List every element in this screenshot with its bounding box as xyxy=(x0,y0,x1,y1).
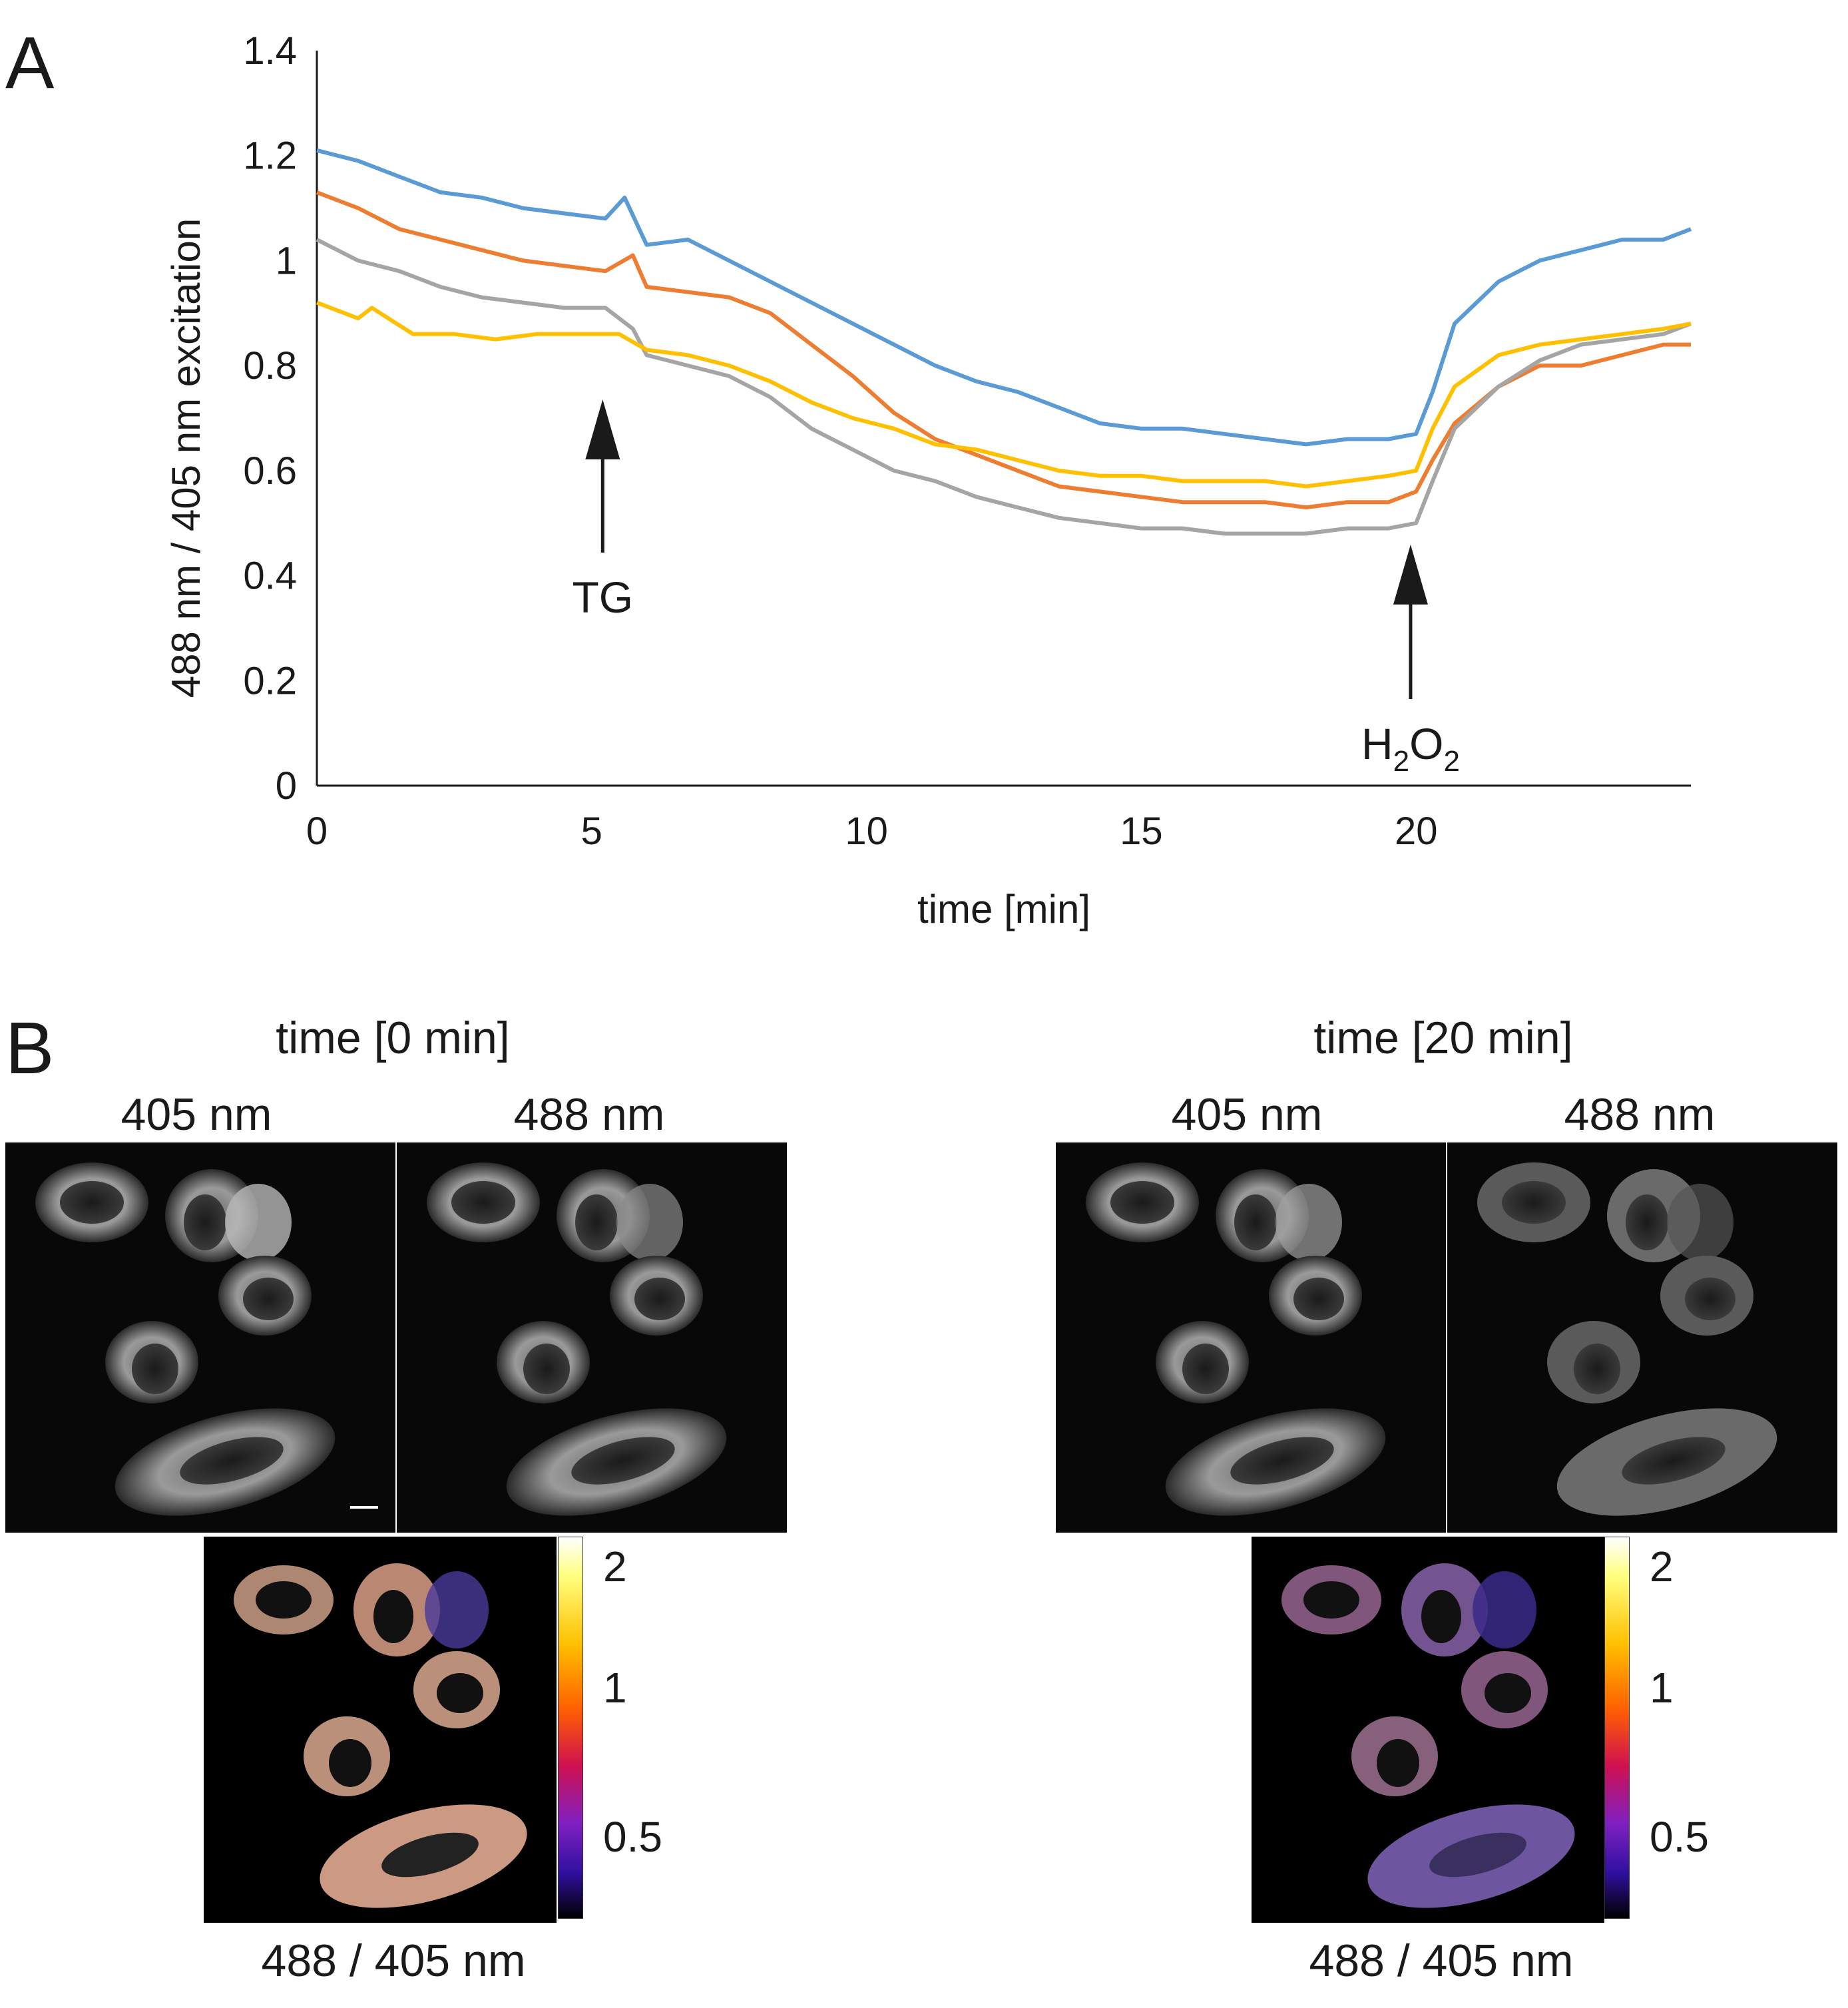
chart-series xyxy=(316,148,1692,536)
colorbar-t0-tick-1: 1 xyxy=(603,1664,627,1712)
x-axis-title: time [min] xyxy=(917,887,1090,931)
micrograph-488-t0 xyxy=(397,1142,787,1533)
cells-image-488-t0 xyxy=(427,1162,727,1516)
group-1-ratio-label: 488 / 405 nm xyxy=(1309,1935,1574,1986)
tg-arrow-head xyxy=(585,399,620,459)
colorbar-t20-tick-0-5: 0.5 xyxy=(1650,1813,1709,1861)
group-1-right-label: 488 nm xyxy=(1564,1089,1716,1140)
series-line-1 xyxy=(316,190,1691,510)
y-tick-label: 0.4 xyxy=(243,555,297,598)
x-tick-label: 20 xyxy=(1395,810,1438,853)
chart-annotations: TG H2O2 xyxy=(572,399,1460,778)
micrograph-405-t0 xyxy=(5,1142,395,1533)
y-tick-label: 1 xyxy=(276,239,297,282)
ratio-cells-t20 xyxy=(1281,1563,1575,1908)
group-1-title: time [20 min] xyxy=(1313,1013,1573,1063)
colorbar-t0-tick-2: 2 xyxy=(603,1543,627,1591)
micrograph-488-t20 xyxy=(1447,1142,1837,1533)
chart-axes: 0 0.2 0.4 0.6 0.8 1 1.2 1.4 0 5 10 15 20 time [min] 48… xyxy=(164,29,1691,931)
cells-image-488-t20 xyxy=(1477,1162,1777,1516)
group-1-left-label: 405 nm xyxy=(1171,1089,1323,1140)
series-line-3 xyxy=(316,300,1692,489)
x-tick-label: 0 xyxy=(306,810,328,853)
ratio-image-t20 xyxy=(1252,1537,1604,1923)
x-tick-label: 10 xyxy=(845,810,888,853)
colorbar-t20 xyxy=(1604,1537,1630,1919)
ratio-image-t0 xyxy=(204,1537,557,1923)
h2o2-arrow-head xyxy=(1393,545,1428,605)
colorbar-t0-tick-0-5: 0.5 xyxy=(603,1813,662,1861)
series-line-0 xyxy=(316,148,1692,447)
panel-b-letter: B xyxy=(5,1007,55,1089)
h2o2-label: H2O2 xyxy=(1361,719,1460,778)
y-tick-label: 0 xyxy=(276,764,297,808)
cells-image-405-t20 xyxy=(1086,1162,1386,1516)
y-tick-label: 0.2 xyxy=(243,659,297,702)
colorbar-t20-tick-1: 1 xyxy=(1650,1664,1674,1712)
series-line-2 xyxy=(316,238,1692,536)
y-tick-label: 1.4 xyxy=(243,29,297,73)
x-tick-label: 5 xyxy=(581,810,602,853)
ratio-cells-t0 xyxy=(234,1563,527,1908)
panel-a-letter: A xyxy=(5,22,55,104)
y-tick-label: 0.6 xyxy=(243,449,297,493)
x-tick-label: 15 xyxy=(1120,810,1163,853)
micrograph-405-t20 xyxy=(1056,1142,1446,1533)
group-0-left-label: 405 nm xyxy=(120,1089,272,1140)
tg-label: TG xyxy=(572,573,633,622)
cells-image-405-t0 xyxy=(35,1162,378,1516)
y-tick-label: 1.2 xyxy=(243,134,297,178)
group-0-ratio-label: 488 / 405 nm xyxy=(261,1935,526,1986)
colorbar-t20-tick-2: 2 xyxy=(1650,1543,1674,1591)
y-tick-label: 0.8 xyxy=(243,344,297,387)
colorbar-t0 xyxy=(558,1537,583,1919)
line-chart: 0 0.2 0.4 0.6 0.8 1 1.2 1.4 0 5 10 15 20 time [min] 48… xyxy=(164,29,1692,931)
group-0-title: time [0 min] xyxy=(276,1013,510,1063)
group-0-right-label: 488 nm xyxy=(513,1089,665,1140)
y-axis-title: 488 nm / 405 nm excitation xyxy=(164,218,208,698)
